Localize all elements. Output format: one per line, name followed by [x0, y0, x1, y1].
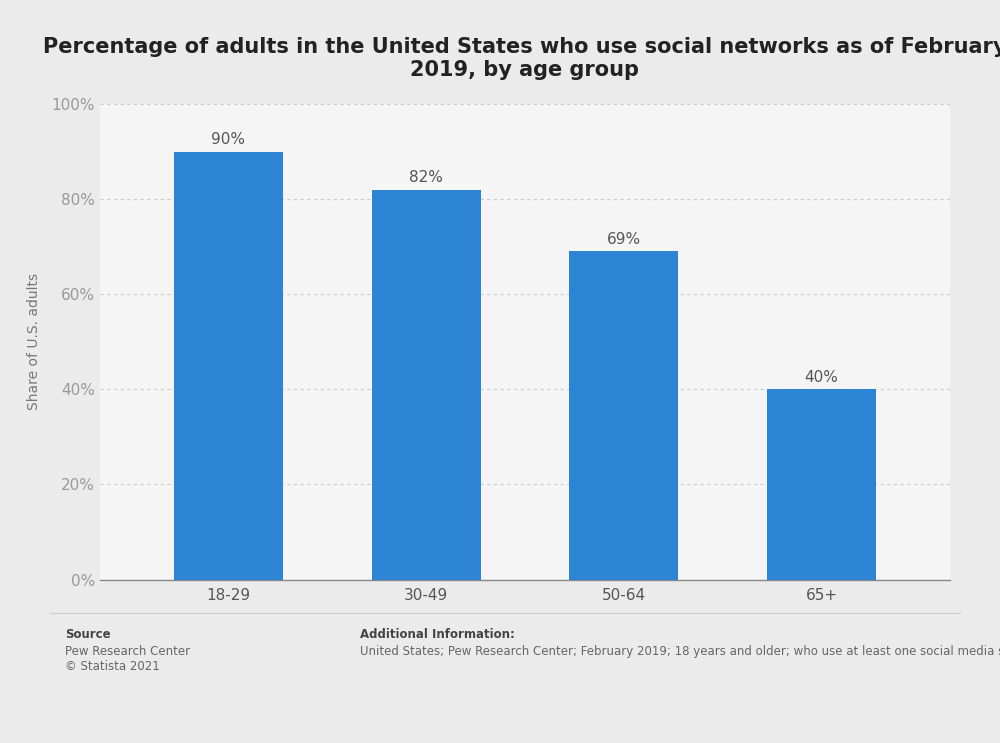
- Text: Source: Source: [65, 628, 111, 640]
- Text: 90%: 90%: [211, 132, 245, 147]
- Text: Additional Information:: Additional Information:: [360, 628, 515, 640]
- Y-axis label: Share of U.S. adults: Share of U.S. adults: [27, 273, 41, 410]
- Bar: [372, 189, 481, 580]
- Bar: [569, 251, 678, 580]
- Text: 69%: 69%: [607, 232, 641, 247]
- Text: Pew Research Center
© Statista 2021: Pew Research Center © Statista 2021: [65, 645, 190, 673]
- Title: Percentage of adults in the United States who use social networks as of February: Percentage of adults in the United State…: [43, 37, 1000, 80]
- Bar: [174, 152, 283, 580]
- Text: 40%: 40%: [805, 369, 838, 385]
- Bar: [767, 389, 876, 580]
- Text: 82%: 82%: [409, 170, 443, 185]
- Text: United States; Pew Research Center; February 2019; 18 years and older; who use a: United States; Pew Research Center; Febr…: [360, 645, 1000, 658]
